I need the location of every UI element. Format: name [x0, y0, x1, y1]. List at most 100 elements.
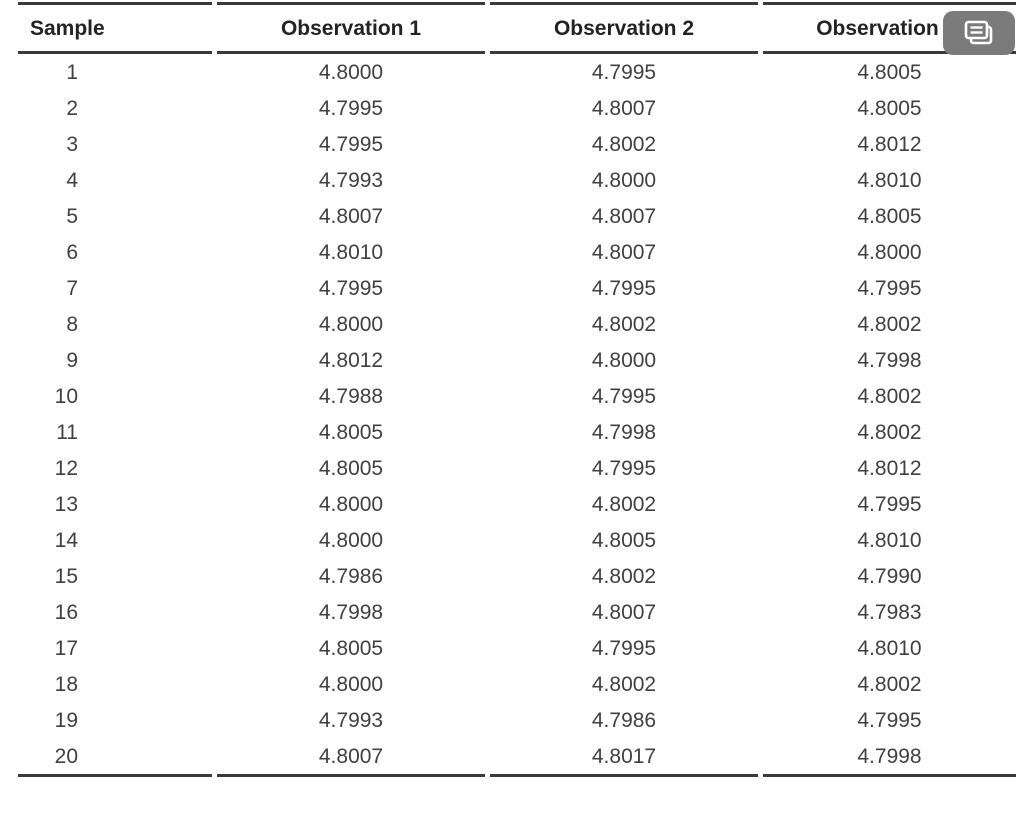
table-row: 1 4.8000 4.7995 4.8005: [18, 54, 1016, 90]
observation-cell: 4.8005: [857, 97, 922, 120]
observation-cell: 4.7995: [591, 457, 657, 480]
table-row: 14 4.8000 4.8005 4.8010: [18, 522, 1016, 558]
sample-cell: 9: [66, 349, 78, 372]
observation-cell: 4.8002: [857, 313, 922, 336]
sample-cell: 4: [66, 169, 78, 192]
sample-cell: 1: [66, 61, 78, 84]
observation-cell: 4.7983: [857, 601, 922, 624]
observation-cell: 4.8007: [591, 601, 657, 624]
observation-cell: 4.8010: [857, 637, 922, 660]
table-row: 9 4.8012 4.8000 4.7998: [18, 342, 1016, 378]
copy-table-button[interactable]: [943, 11, 1015, 55]
sample-cell: 19: [54, 709, 78, 732]
sample-cell: 16: [54, 601, 78, 624]
observation-cell: 4.8007: [591, 97, 657, 120]
data-table: Sample Observation 1 Observation 2 Obser…: [13, 2, 1021, 777]
table-row: 18 4.8000 4.8002 4.8002: [18, 666, 1016, 702]
table-row: 7 4.7995 4.7995 4.7995: [18, 270, 1016, 306]
observation-cell: 4.7990: [857, 565, 922, 588]
table-row: 11 4.8005 4.7998 4.8002: [18, 414, 1016, 450]
observation-cell: 4.8002: [591, 565, 657, 588]
observation-cell: 4.8002: [857, 421, 922, 444]
observation-cell: 4.8017: [490, 738, 758, 777]
table-row: 13 4.8000 4.8002 4.7995: [18, 486, 1016, 522]
sample-cell: 13: [54, 493, 78, 516]
sample-cell: 12: [54, 457, 78, 480]
observation-cell: 4.8000: [318, 61, 384, 84]
sample-cell: 20: [18, 738, 212, 777]
sample-cell: 10: [54, 385, 78, 408]
observation-cell: 4.8002: [591, 133, 657, 156]
observation-cell: 4.8007: [217, 738, 485, 777]
sample-cell: 7: [66, 277, 78, 300]
copy-icon: [962, 18, 996, 48]
table-row: 3 4.7995 4.8002 4.8012: [18, 126, 1016, 162]
observation-cell: 4.7995: [591, 61, 657, 84]
observation-cell: 4.8000: [591, 169, 657, 192]
sample-cell: 2: [66, 97, 78, 120]
observation-cell: 4.7998: [857, 349, 922, 372]
observation-cell: 4.7986: [591, 709, 657, 732]
observation-cell: 4.8000: [318, 529, 384, 552]
sample-cell: 17: [54, 637, 78, 660]
observation-cell: 4.8010: [318, 241, 384, 264]
table-row: 19 4.7993 4.7986 4.7995: [18, 702, 1016, 738]
observation-cell: 4.7995: [857, 277, 922, 300]
sample-cell: 6: [66, 241, 78, 264]
observation-cell: 4.7995: [318, 277, 384, 300]
observation-cell: 4.8010: [857, 169, 922, 192]
observation-cell: 4.8007: [318, 205, 384, 228]
observation-cell: 4.8000: [591, 349, 657, 372]
observation-cell: 4.7995: [591, 637, 657, 660]
observation-cell: 4.8012: [857, 133, 922, 156]
observation-cell: 4.8002: [591, 493, 657, 516]
observation-cell: 4.8005: [591, 529, 657, 552]
observation-cell: 4.8012: [318, 349, 384, 372]
observation-cell: 4.8002: [857, 385, 922, 408]
table-header-row: Sample Observation 1 Observation 2 Obser…: [18, 2, 1016, 54]
observation-cell: 4.8000: [318, 313, 384, 336]
observation-cell: 4.7993: [318, 709, 384, 732]
observation-cell: 4.8005: [318, 421, 384, 444]
column-header-observation-3: Observation: [763, 2, 1016, 54]
table-row: 20 4.8007 4.8017 4.7998: [18, 738, 1016, 777]
sample-cell: 14: [54, 529, 78, 552]
observation-cell: 4.8005: [857, 61, 922, 84]
table-row: 4 4.7993 4.8000 4.8010: [18, 162, 1016, 198]
observation-cell: 4.7988: [318, 385, 384, 408]
observation-cell: 4.8010: [857, 529, 922, 552]
observation-cell: 4.7995: [857, 493, 922, 516]
table-row: 16 4.7998 4.8007 4.7983: [18, 594, 1016, 630]
observation-cell: 4.7995: [318, 133, 384, 156]
observation-cell: 4.7998: [591, 421, 657, 444]
sample-cell: 8: [66, 313, 78, 336]
observation-cell: 4.8007: [591, 241, 657, 264]
table-body: 1 4.8000 4.7995 4.8005 2 4.7995 4.8007 4.8005 3 4…: [18, 54, 1016, 777]
table-row: 10 4.7988 4.7995 4.8002: [18, 378, 1016, 414]
observation-cell: 4.8012: [857, 457, 922, 480]
sample-cell: 11: [56, 421, 78, 444]
observation-cell: 4.8005: [318, 637, 384, 660]
sample-cell: 15: [54, 565, 78, 588]
sample-cell: 5: [66, 205, 78, 228]
table-row: 6 4.8010 4.8007 4.8000: [18, 234, 1016, 270]
observation-cell: 4.8007: [591, 205, 657, 228]
observation-cell: 4.7993: [318, 169, 384, 192]
observation-cell: 4.8002: [591, 313, 657, 336]
table-row: 2 4.7995 4.8007 4.8005: [18, 90, 1016, 126]
table-row: 5 4.8007 4.8007 4.8005: [18, 198, 1016, 234]
table-row: 17 4.8005 4.7995 4.8010: [18, 630, 1016, 666]
column-header-observation-2: Observation 2: [490, 2, 758, 54]
column-header-sample: Sample: [18, 2, 212, 54]
observation-cell: 4.8000: [857, 241, 922, 264]
observation-cell: 4.7995: [591, 277, 657, 300]
observation-cell: 4.8000: [318, 493, 384, 516]
table-row: 15 4.7986 4.8002 4.7990: [18, 558, 1016, 594]
sample-cell: 18: [54, 673, 78, 696]
observation-cell: 4.7995: [857, 709, 922, 732]
observation-cell: 4.7998: [763, 738, 1016, 777]
table-row: 8 4.8000 4.8002 4.8002: [18, 306, 1016, 342]
observation-cell: 4.8002: [591, 673, 657, 696]
observation-cell: 4.8005: [857, 205, 922, 228]
